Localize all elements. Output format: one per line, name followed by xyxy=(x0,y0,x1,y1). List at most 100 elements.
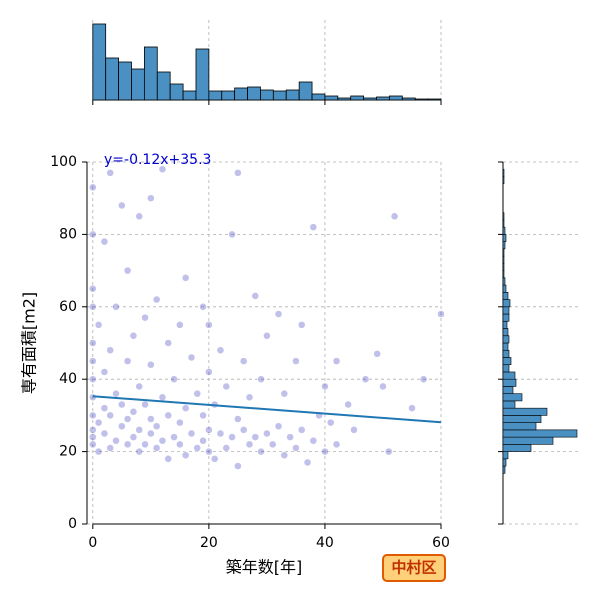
point xyxy=(89,183,97,192)
hist-bar xyxy=(502,226,506,235)
point xyxy=(361,375,370,383)
hist-bar xyxy=(502,393,523,402)
x-tick-label: 20 xyxy=(200,535,218,551)
x-tick-label: 60 xyxy=(432,535,450,551)
point xyxy=(408,404,416,412)
point xyxy=(309,223,318,231)
regression-line xyxy=(92,395,442,424)
point xyxy=(239,357,248,365)
point xyxy=(170,375,178,383)
hist-bar xyxy=(376,96,390,101)
point xyxy=(106,411,114,420)
point xyxy=(123,440,132,449)
hist-bar xyxy=(502,436,554,445)
hist-bar xyxy=(105,57,119,101)
point xyxy=(164,455,172,463)
hist-bar xyxy=(502,458,507,467)
point xyxy=(303,458,312,467)
hist-bar xyxy=(208,90,223,101)
hist-bar xyxy=(131,68,145,101)
point xyxy=(181,274,190,282)
point xyxy=(321,382,329,391)
hist-bar xyxy=(502,212,505,221)
hist-bar xyxy=(502,451,509,460)
point xyxy=(181,404,190,412)
point xyxy=(205,321,213,329)
point xyxy=(100,404,109,412)
hist-bar xyxy=(337,97,352,101)
point xyxy=(274,422,283,431)
hist-bar xyxy=(350,95,365,101)
point xyxy=(129,332,138,340)
point xyxy=(390,212,399,221)
point xyxy=(332,440,341,449)
point xyxy=(147,360,155,369)
y-tick-label: 80 xyxy=(59,226,77,242)
point xyxy=(89,426,97,434)
y-axis-label: 専有面積[m2] xyxy=(20,292,39,394)
point xyxy=(89,357,97,365)
point xyxy=(199,411,207,420)
point xyxy=(118,201,126,210)
point xyxy=(100,237,109,246)
point xyxy=(205,368,213,376)
hist-bar xyxy=(502,364,510,373)
point xyxy=(228,433,236,441)
point xyxy=(129,408,138,416)
point xyxy=(118,422,126,431)
hist-bar xyxy=(502,299,511,308)
hist-bar xyxy=(298,81,313,101)
hist-bar xyxy=(502,357,512,366)
hist-bar xyxy=(502,255,505,264)
badge-box xyxy=(382,554,446,582)
point xyxy=(234,462,242,470)
point xyxy=(176,321,184,329)
point xyxy=(187,429,196,438)
y-tick-label: 20 xyxy=(59,444,77,460)
point xyxy=(216,346,225,354)
point xyxy=(164,339,172,347)
point xyxy=(222,382,231,391)
point xyxy=(176,440,184,449)
point xyxy=(152,444,161,452)
hist-bar xyxy=(324,95,339,101)
point xyxy=(100,429,109,438)
point xyxy=(152,422,161,431)
point xyxy=(263,429,271,438)
point xyxy=(123,415,132,423)
point xyxy=(228,230,236,239)
hist-bar xyxy=(156,71,171,101)
hist-bar xyxy=(502,335,510,344)
point xyxy=(419,375,428,383)
point xyxy=(106,444,114,452)
point xyxy=(234,415,242,423)
hist-bar xyxy=(234,87,248,101)
point xyxy=(251,433,260,441)
hist-bar xyxy=(502,407,548,416)
point xyxy=(158,436,167,445)
hist-bar xyxy=(414,98,429,101)
point xyxy=(158,165,167,173)
point xyxy=(181,451,190,459)
hist-bar xyxy=(221,90,236,101)
point xyxy=(100,368,109,376)
hist-bar xyxy=(502,292,509,300)
hist-bar xyxy=(182,90,197,101)
point xyxy=(141,400,149,409)
y-tick-label: 40 xyxy=(59,371,77,387)
point xyxy=(89,411,97,420)
point xyxy=(147,194,155,202)
point xyxy=(350,426,358,434)
hist-bar xyxy=(502,444,532,452)
point xyxy=(297,321,306,329)
x-axis-label: 築年数[年] xyxy=(226,558,303,577)
hist-bar xyxy=(502,313,510,322)
point xyxy=(437,310,445,318)
point xyxy=(222,444,231,452)
point xyxy=(280,389,289,398)
point xyxy=(123,357,132,365)
y-tick-label: 60 xyxy=(59,299,77,315)
hist-bar xyxy=(502,328,509,337)
point xyxy=(106,346,114,354)
